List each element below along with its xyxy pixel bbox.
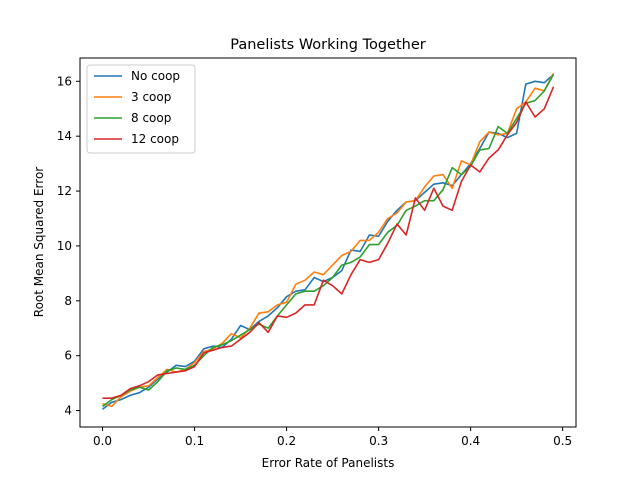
y-tick-label: 10 <box>57 239 72 253</box>
y-tick-label: 16 <box>57 74 72 88</box>
chart-title: Panelists Working Together <box>230 37 425 53</box>
legend-label-3: 8 coop <box>131 111 171 125</box>
x-tick-label: 0.1 <box>185 434 204 448</box>
legend-label-4: 12 coop <box>131 132 179 146</box>
legend-label-1: No coop <box>131 69 180 83</box>
y-tick-label: 4 <box>64 404 72 418</box>
x-tick-label: 0.5 <box>553 434 572 448</box>
legend-label-2: 3 coop <box>131 90 171 104</box>
y-tick-label: 8 <box>64 294 72 308</box>
series-line-3 <box>102 74 555 408</box>
y-axis-label: Root Mean Squared Error <box>32 167 46 318</box>
series-line-4 <box>102 86 555 400</box>
y-tick-label: 12 <box>57 184 72 198</box>
x-tick-label: 0.4 <box>461 434 480 448</box>
x-tick-label: 0.2 <box>277 434 296 448</box>
series-lines <box>102 72 555 410</box>
y-tick-label: 6 <box>64 349 72 363</box>
y-tick-label: 14 <box>57 129 72 143</box>
y-axis-ticks: 4 6 8 10 12 14 16 <box>57 74 80 418</box>
x-tick-label: 0.3 <box>369 434 388 448</box>
x-axis-label: Error Rate of Panelists <box>262 456 395 470</box>
x-axis-ticks: 0.0 0.1 0.2 0.3 0.4 0.5 <box>93 427 572 448</box>
legend-box <box>86 64 196 154</box>
x-tick-label: 0.0 <box>93 434 112 448</box>
axes-frame <box>79 57 577 428</box>
legend: No coop 3 coop 8 coop 12 coop <box>86 64 196 154</box>
